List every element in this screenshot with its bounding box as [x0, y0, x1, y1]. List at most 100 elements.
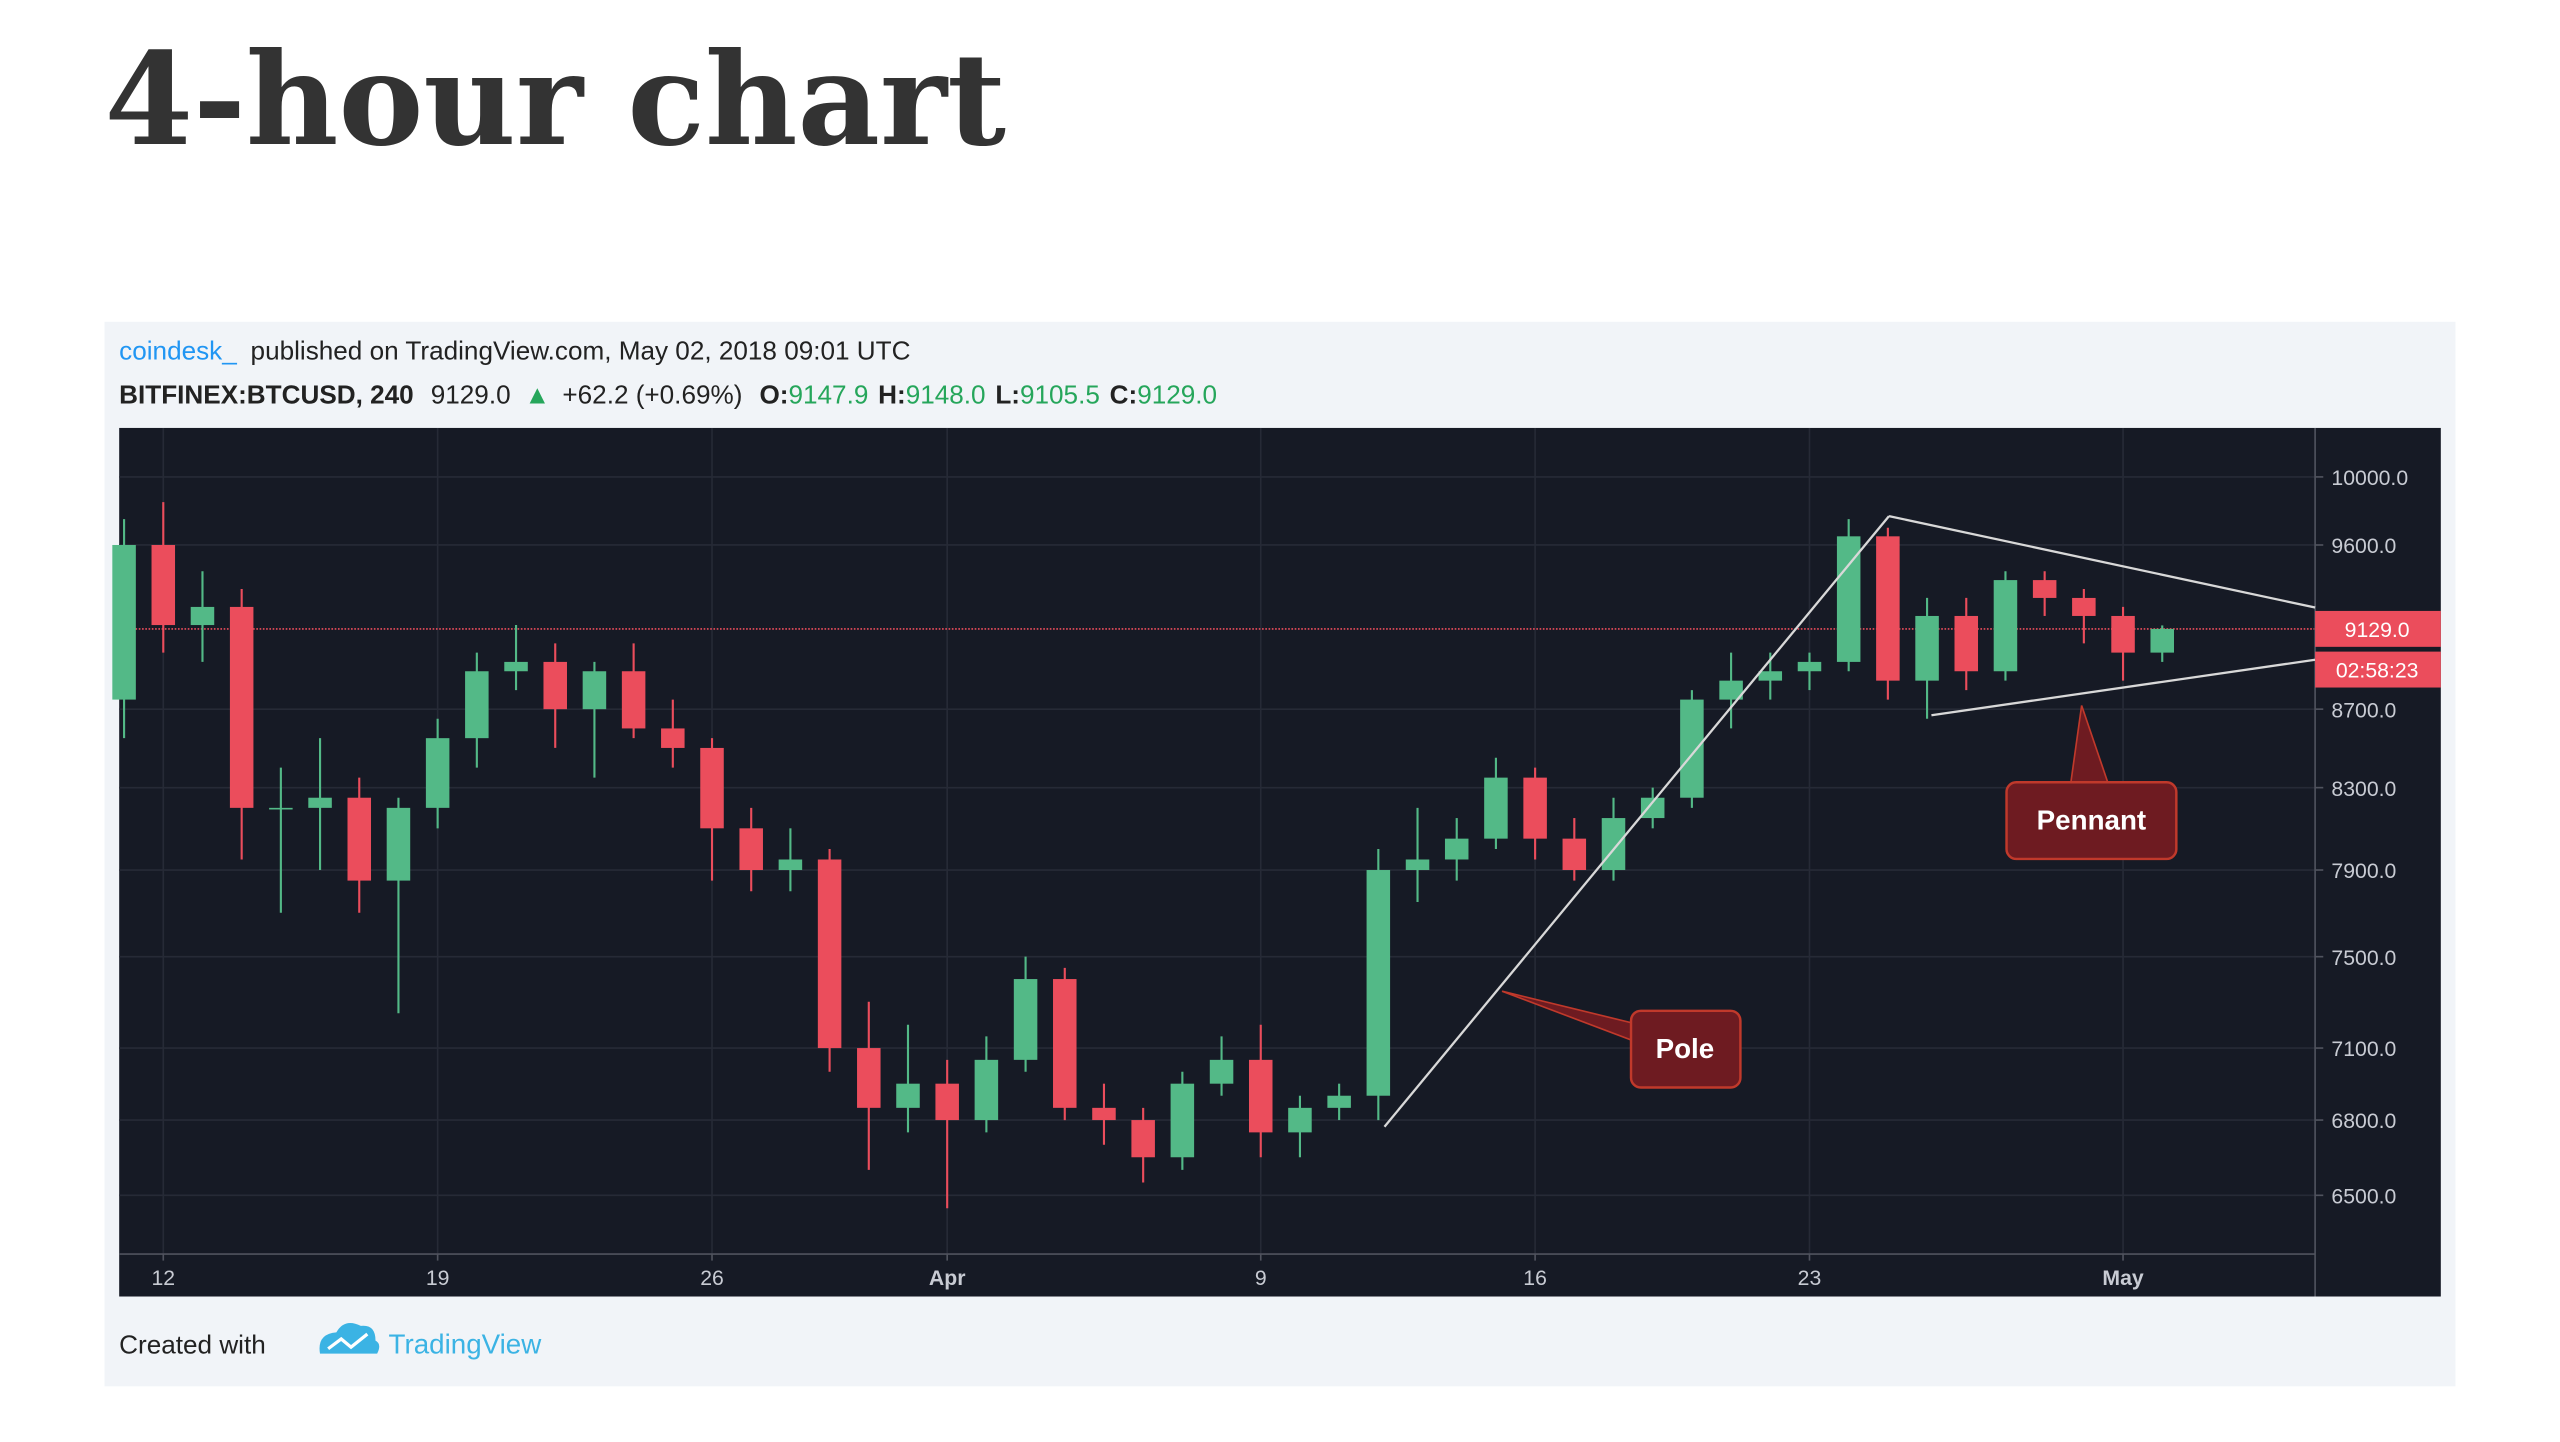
candle-body [1288, 1107, 1312, 1133]
drawing-tools [1383, 514, 2316, 1128]
candle-body [386, 807, 411, 881]
pole-line [1383, 515, 1890, 1128]
candle-body [778, 859, 803, 871]
candle-body [504, 661, 528, 672]
ohlc-value: 9105.5 [1020, 379, 1100, 409]
x-tick-label: 9 [1255, 1267, 1267, 1290]
ohlc-value: 9147.9 [788, 379, 868, 409]
candle-body [1013, 979, 1038, 1060]
candle-body [1131, 1120, 1155, 1158]
y-tick-label: 8300.0 [2331, 778, 2396, 801]
x-tick-label: 19 [426, 1267, 450, 1290]
candle-body [151, 544, 176, 626]
candles [112, 502, 2174, 1209]
pennant-callout: Pennant [2005, 705, 2178, 861]
last-price: 9129.0 [431, 379, 511, 409]
candle-body [308, 797, 332, 808]
x-tick-label: 23 [1798, 1267, 1822, 1290]
author-link[interactable]: coindesk_ [119, 335, 237, 365]
candle-body [2032, 580, 2057, 598]
candle-body [465, 671, 489, 739]
candle-body [974, 1059, 999, 1121]
candle-body [1366, 870, 1391, 1096]
time-axis: 12 19 26 Apr 9 16 23 May [151, 1254, 2144, 1290]
y-tick-label: 7100.0 [2331, 1038, 2396, 1061]
candle-body [739, 828, 763, 871]
candle-body [1993, 580, 2018, 672]
candle-body [582, 671, 607, 710]
pole-callout: Pole [1501, 990, 1742, 1089]
candle-body [1405, 859, 1430, 871]
change: +62.2 (+0.69%) [562, 379, 742, 409]
candle-body [1562, 838, 1587, 871]
candle-body [1640, 797, 1665, 819]
candle-body [1680, 699, 1704, 798]
candle-body [543, 661, 567, 710]
candle-body [1444, 838, 1469, 860]
candle-body [229, 606, 254, 808]
price-badge-label: 9129.0 [2345, 619, 2410, 642]
tradingview-logo[interactable]: TradingView [319, 1322, 543, 1360]
candle-body [347, 797, 372, 881]
logo-line [327, 1332, 369, 1351]
plot-background [119, 427, 2441, 1297]
ohlc-key: O: [759, 379, 788, 409]
candle-body [425, 738, 450, 808]
publish-line: coindesk_ published on TradingView.com, … [119, 335, 910, 365]
symbol-line: BITFINEX:BTCUSD, 240 9129.0 ▲ +62.2 (+0.… [119, 379, 1217, 409]
ohlc-key: L: [995, 379, 1020, 409]
candle-body [1209, 1059, 1234, 1084]
candle-body [1876, 536, 1900, 681]
x-tick-label: 26 [700, 1267, 724, 1290]
ohlc-value: 9129.0 [1137, 379, 1217, 409]
candle-body [896, 1083, 920, 1108]
candle-body [1523, 777, 1547, 839]
y-tick-label: 7500.0 [2331, 947, 2396, 970]
candle-body [2072, 597, 2096, 616]
pennant-upper [1888, 514, 2316, 609]
candle-body [1719, 680, 1743, 700]
candle-body [2150, 628, 2174, 653]
countdown: 02:58:23 [2336, 660, 2419, 683]
callout-box [2005, 781, 2178, 861]
candle-body [1092, 1107, 1116, 1121]
countdown-badge [2315, 651, 2441, 688]
x-tick-label: Apr [929, 1267, 966, 1290]
x-tick-label: 12 [151, 1267, 175, 1290]
footer-brand[interactable]: TradingView [389, 1329, 543, 1360]
candle-body [700, 747, 724, 829]
candle-body [857, 1048, 881, 1108]
callout-text: Pole [1656, 1033, 1715, 1064]
candle-body [1797, 661, 1822, 672]
candle-body [269, 807, 293, 810]
price-axis: 10000.0 9600.0 8700.0 8300.0 7900.0 7500.0 710… [2315, 467, 2441, 1208]
y-tick-label: 9600.0 [2331, 535, 2396, 558]
footer-created: Created with [119, 1330, 266, 1360]
candle-body [817, 859, 842, 1049]
candle-body [1053, 979, 1077, 1108]
candle-body [935, 1083, 959, 1121]
ohlc-key: C: [1110, 379, 1138, 409]
pennant-lower [1931, 658, 2316, 717]
y-tick-label: 6500.0 [2331, 1185, 2396, 1208]
page-title: 4-hour chart [104, 25, 1006, 175]
up-arrow: ▲ [524, 379, 550, 409]
price-badge [2315, 610, 2441, 647]
symbol: BITFINEX:BTCUSD, 240 [119, 379, 414, 409]
published-text: published on TradingView.com, May 02, 20… [251, 335, 911, 365]
candle-body [1484, 777, 1508, 839]
x-tick-label: May [2102, 1267, 2143, 1290]
candle-body [1836, 536, 1861, 662]
candle-body [1758, 671, 1783, 681]
candle-body [661, 728, 685, 748]
callout-box [1629, 1009, 1742, 1089]
candle-body [1915, 615, 1939, 681]
candle-body [1170, 1083, 1195, 1158]
y-tick-label: 10000.0 [2331, 467, 2408, 490]
ohlc-key: H: [878, 379, 906, 409]
ohlc: O:9147.9 H:9148.0 L:9105.5 C:9129.0 [759, 379, 1217, 409]
y-tick-label: 8700.0 [2331, 699, 2396, 722]
callout-text: Pennant [2037, 805, 2146, 836]
